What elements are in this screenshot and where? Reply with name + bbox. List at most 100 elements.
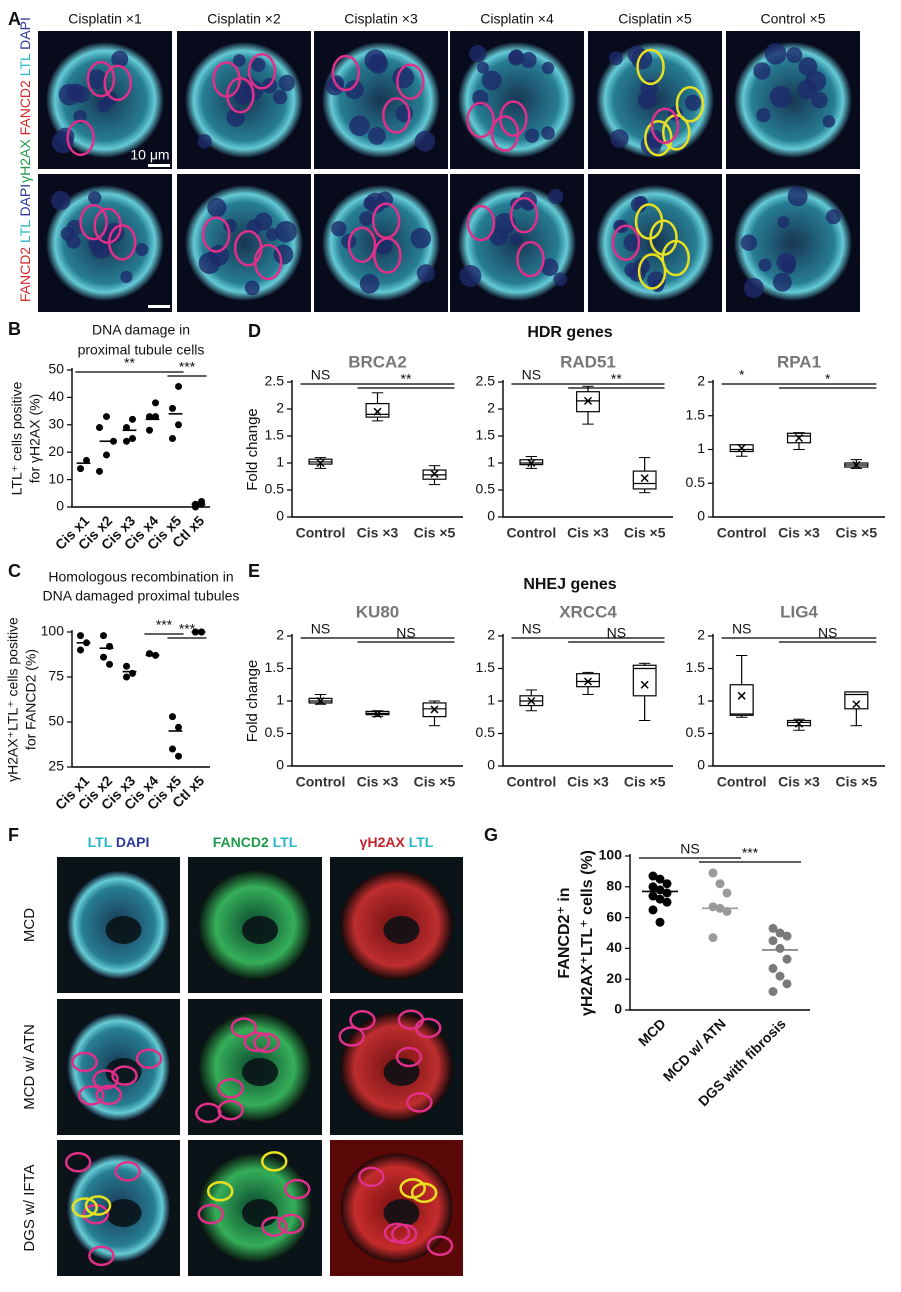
nucleus (758, 258, 772, 272)
significance-label: ** (124, 355, 135, 371)
y-tick-label: 0.5 (265, 724, 285, 740)
cell-outline (283, 1178, 311, 1200)
data-point (77, 646, 84, 654)
significance-label: NS (607, 625, 626, 641)
significance-label: ** (401, 371, 412, 387)
column-title: Control ×5 (761, 11, 826, 27)
y-tick-label: 2 (276, 627, 284, 643)
lumen (242, 1058, 278, 1086)
y-axis-label: γH2AX⁺LTL⁺ cells positive (5, 617, 21, 782)
mean-marker (527, 458, 536, 468)
stain-word: DAPI (17, 184, 33, 221)
mean-marker (852, 460, 861, 470)
data-point (83, 456, 90, 464)
data-point (123, 673, 130, 681)
data-point (662, 879, 672, 889)
cell-outline (395, 1046, 423, 1068)
nucleus (520, 52, 537, 69)
nucleus (265, 228, 279, 241)
y-tick-label: 1 (276, 454, 284, 470)
cell-outline (217, 1078, 244, 1099)
panel-letter: G (484, 825, 498, 845)
y-tick-label: 10 (48, 470, 64, 486)
y-tick-label: 0.5 (686, 724, 706, 740)
panel-letter: F (8, 825, 19, 845)
x-tick-label: Control (506, 525, 556, 541)
nucleus (753, 62, 771, 80)
column-title: Cisplatin ×2 (207, 11, 281, 27)
chart-title: LIG4 (780, 602, 818, 621)
cell-outline (338, 1026, 365, 1047)
cell-outline (611, 224, 641, 261)
nucleus (822, 115, 836, 128)
nucleus (524, 128, 540, 143)
data-point (175, 752, 182, 760)
y-tick-label: 0 (697, 508, 705, 524)
x-tick-label: MCD (635, 1015, 669, 1049)
y-tick-label: 2 (697, 627, 705, 643)
y-tick-label: 30 (48, 416, 64, 432)
y-tick-label: 60 (606, 908, 622, 924)
significance-label: * (739, 367, 745, 383)
box (365, 403, 390, 418)
data-point (123, 662, 130, 670)
data-point (775, 943, 785, 953)
cell-outline (197, 1203, 225, 1225)
nucleus (786, 47, 803, 64)
cell-outline (66, 119, 95, 157)
cell-outline (466, 101, 495, 139)
stain-word: DAPI (112, 834, 149, 850)
row-label: MCD w/ ATN (21, 1024, 38, 1110)
y-tick-label: 0 (697, 757, 705, 773)
nucleus (509, 232, 522, 246)
nucleus (548, 189, 564, 205)
data-point (648, 882, 658, 892)
chart-title: DNA damaged proximal tubules (43, 588, 240, 604)
y-tick-label: 2 (487, 627, 495, 643)
data-point (708, 868, 718, 878)
cell-outline (79, 203, 108, 241)
nucleus (60, 226, 76, 241)
y-tick-label: 0 (487, 508, 495, 524)
y-tick-label: 40 (606, 939, 622, 955)
data-point (129, 415, 136, 423)
y-tick-label: 1 (697, 440, 705, 456)
y-tick-label: 1.5 (265, 659, 285, 675)
nucleus (331, 220, 347, 237)
significance-label: *** (179, 359, 196, 375)
nucleus (469, 45, 487, 63)
column-title: Cisplatin ×1 (68, 11, 142, 27)
mean-marker (794, 433, 804, 443)
cell-outline (675, 86, 705, 123)
data-point (655, 917, 665, 927)
y-tick-label: 0 (614, 1001, 622, 1017)
panel-letter: D (248, 321, 261, 341)
cell-outline (637, 253, 667, 290)
nucleus (740, 234, 758, 251)
nucleus (368, 53, 389, 74)
cell-outline (253, 1032, 280, 1054)
stain-label: FANCD2 LTL DAPI (17, 184, 33, 302)
nucleus (623, 234, 641, 252)
chart-title: BRCA2 (348, 352, 407, 371)
nucleus (278, 74, 295, 92)
nucleus (627, 45, 646, 64)
cell-outline (261, 1216, 288, 1237)
x-tick-label: Control (717, 774, 767, 790)
lumen (242, 1199, 278, 1227)
nucleus (481, 70, 502, 91)
cell-outline (260, 1151, 288, 1172)
data-point (152, 413, 159, 421)
data-point (662, 888, 672, 898)
data-point (648, 871, 658, 881)
stain-word: DAPI (17, 17, 33, 54)
data-point (782, 931, 792, 941)
nucleus (349, 115, 370, 137)
nucleus (111, 50, 129, 68)
significance-label: NS (311, 367, 330, 383)
data-point (96, 467, 103, 475)
column-title: Cisplatin ×3 (344, 11, 418, 27)
mean-marker (316, 458, 325, 468)
nucleus (244, 280, 260, 296)
nucleus (541, 126, 555, 140)
